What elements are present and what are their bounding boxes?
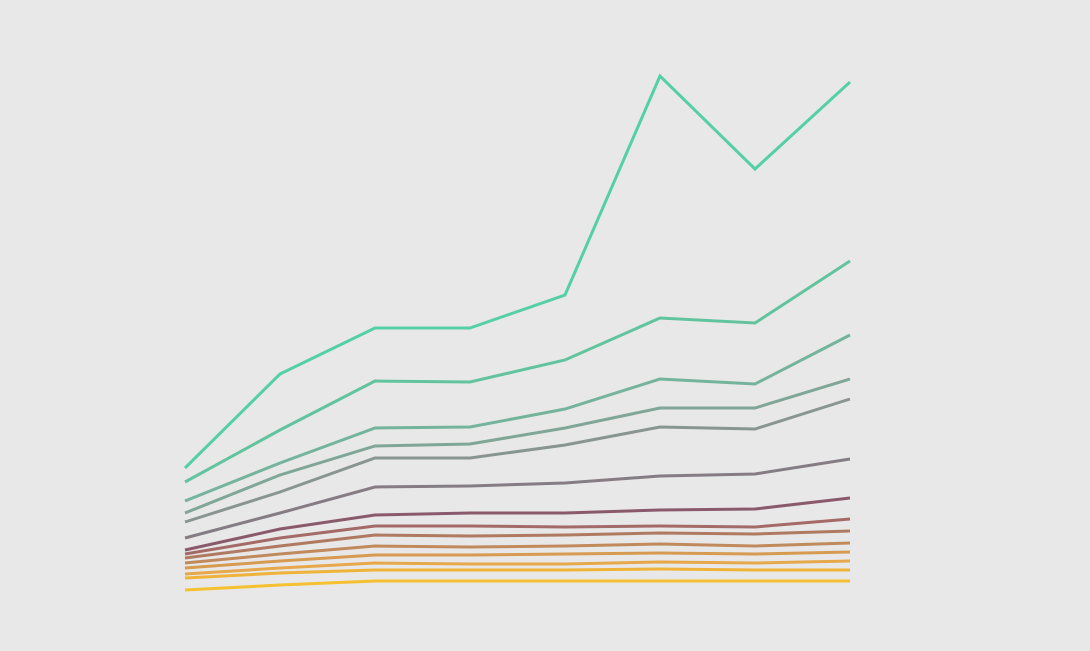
series-line-6	[184, 529, 851, 560]
series-line-11	[184, 377, 851, 515]
series-line-13	[184, 259, 851, 484]
series-group	[183, 73, 852, 592]
series-line-4	[184, 550, 851, 570]
series-line-10	[184, 397, 851, 524]
series-line-1	[184, 579, 850, 592]
series-line-7	[184, 517, 851, 556]
series-line-14	[183, 73, 852, 470]
series-line-3	[184, 559, 851, 576]
series-line-8	[184, 496, 851, 552]
series-line-9	[184, 457, 851, 540]
series-line-12	[184, 333, 851, 503]
series-line-2	[184, 567, 850, 580]
series-line-5	[184, 541, 851, 565]
